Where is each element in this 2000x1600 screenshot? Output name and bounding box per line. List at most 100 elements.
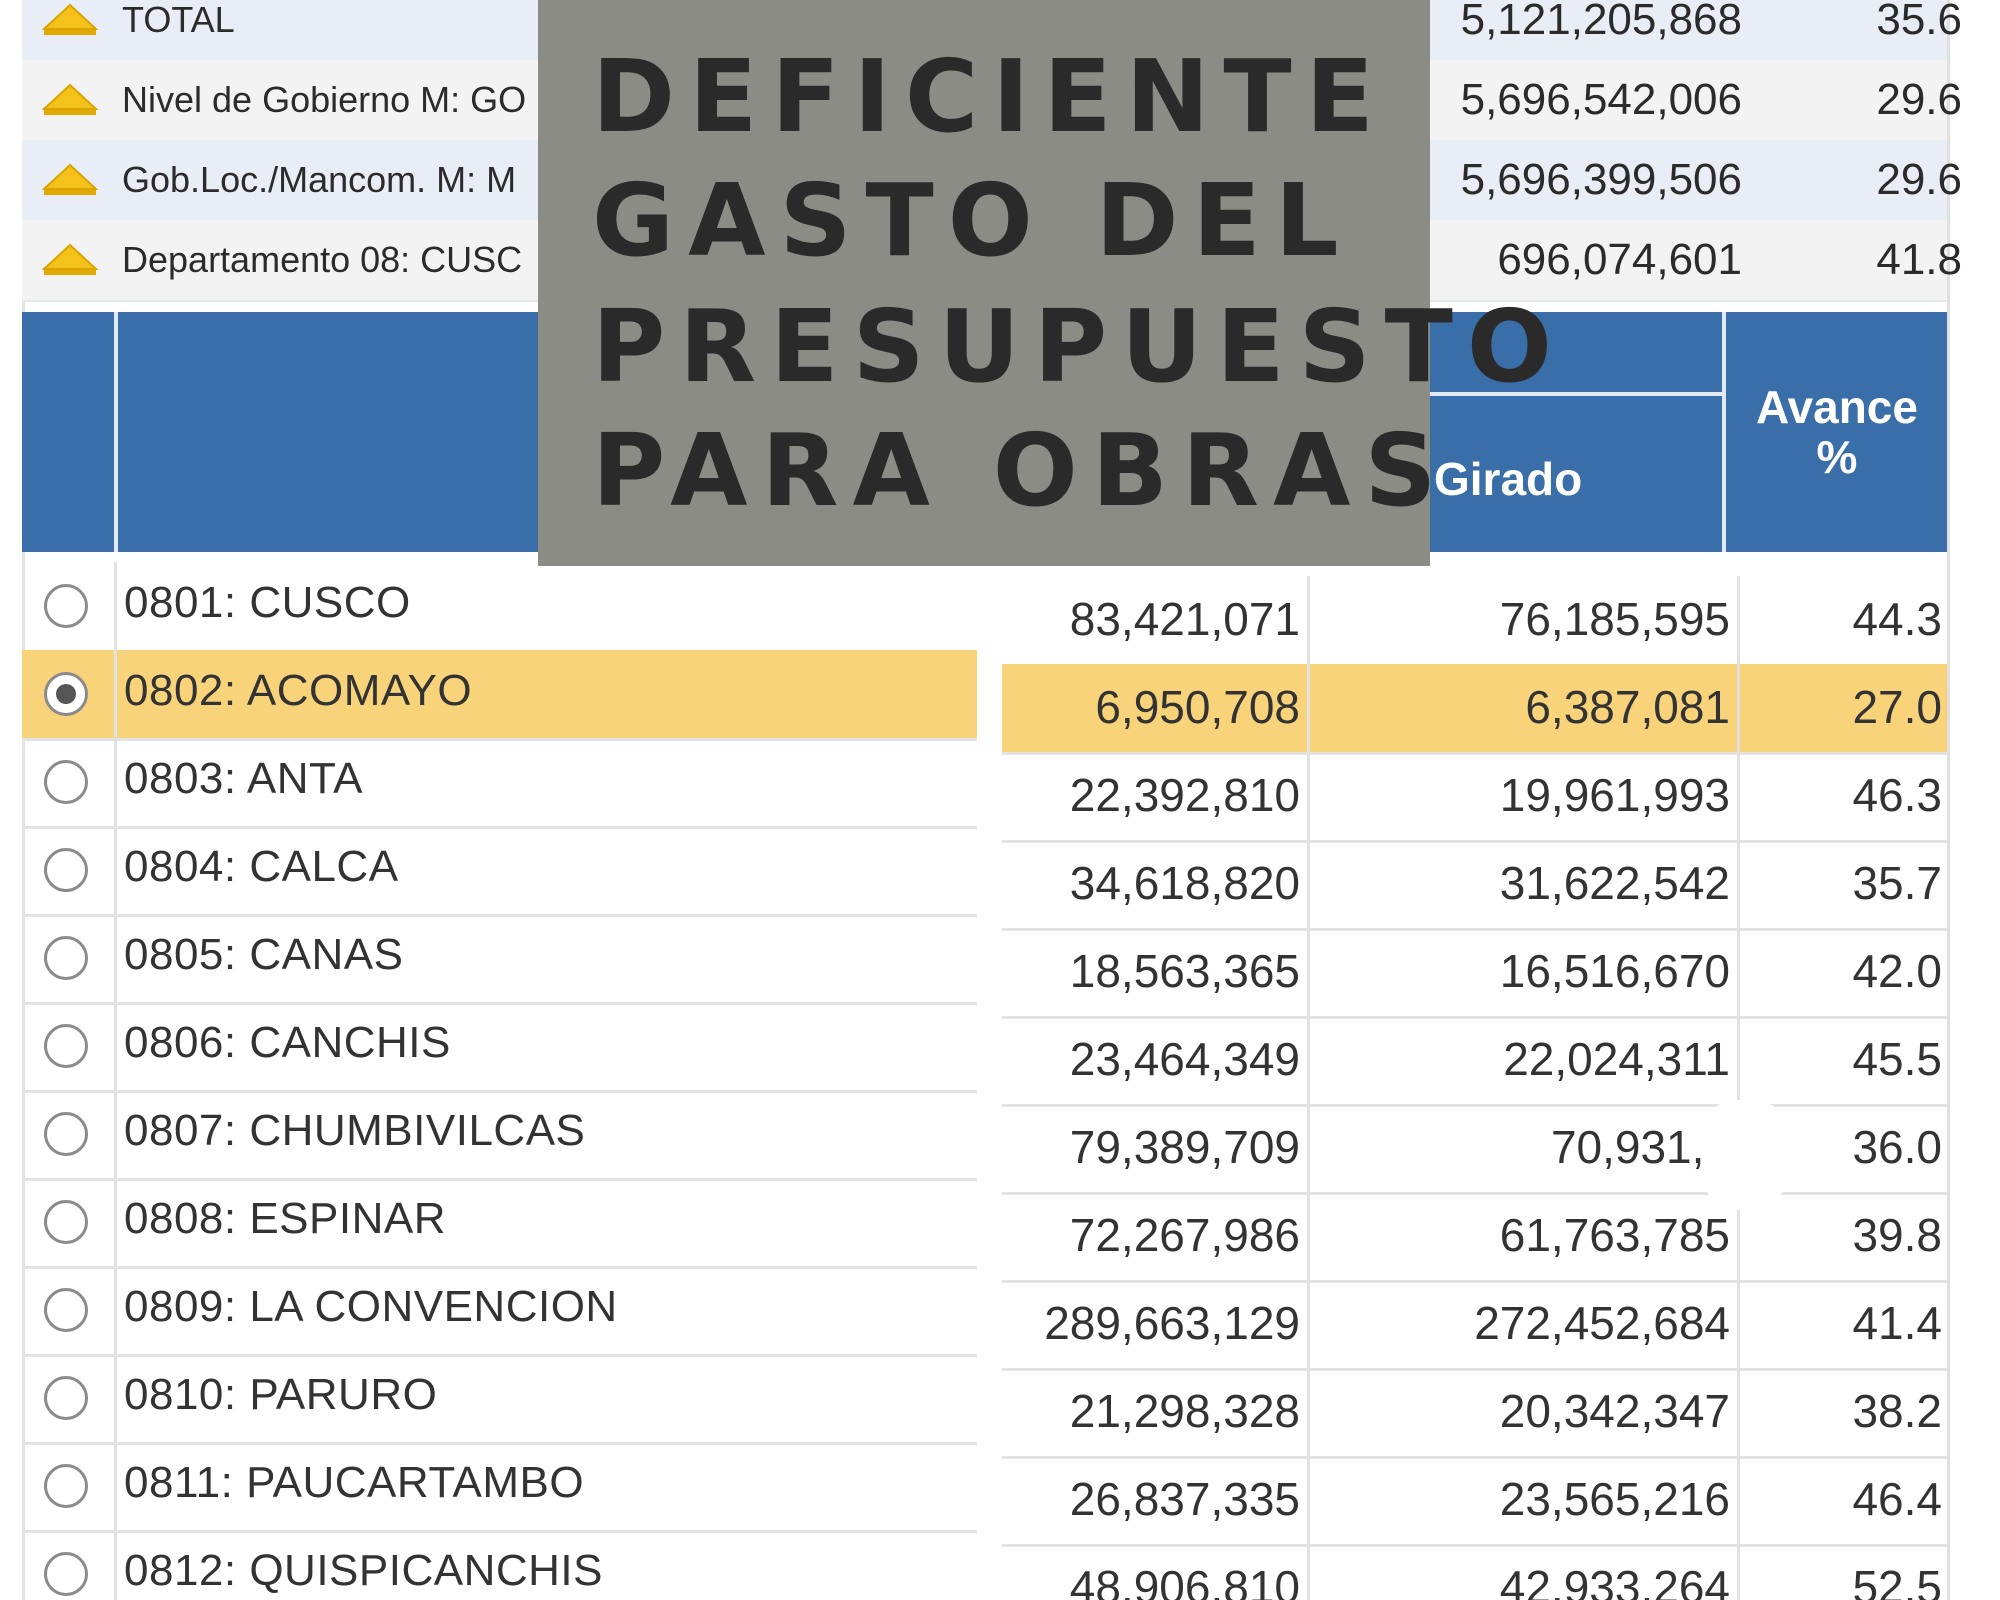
headline-line: GASTO DEL [592, 162, 1353, 279]
value-avance: 45.5 [1852, 1033, 1942, 1085]
row-name-cell[interactable]: 0808: ESPINAR [22, 1178, 977, 1269]
column-header-girado[interactable]: Girado [1434, 453, 1583, 505]
table-row[interactable]: 0808: ESPINAR 72,267,986 61,763,785 39.8 [22, 1178, 1947, 1283]
row-divider [1307, 1368, 1310, 1456]
headline-line: DEFICIENTE [592, 38, 1388, 155]
summary-value: 696,074,601 [1497, 235, 1742, 284]
summary-percent: 29.6 [1876, 75, 1962, 124]
province-name: 0812: QUISPICANCHIS [124, 1546, 603, 1595]
table-row[interactable]: 0810: PARURO 21,298,328 20,342,347 38.2 [22, 1354, 1947, 1459]
triangle-up-icon[interactable] [42, 240, 98, 280]
row-divider [1737, 1016, 1740, 1104]
value-avance: 46.3 [1852, 769, 1942, 821]
row-divider [1737, 840, 1740, 928]
table-row[interactable]: 0801: CUSCO 83,421,071 76,185,595 44.3 [22, 562, 1947, 667]
value-pim: 34,618,820 [1069, 857, 1300, 909]
province-name: 0802: ACOMAYO [124, 666, 473, 715]
row-divider [114, 1530, 117, 1600]
row-divider [1737, 1192, 1740, 1280]
province-name: 0805: CANAS [124, 930, 404, 979]
value-pim: 18,563,365 [1069, 945, 1300, 997]
table-row[interactable]: 0811: PAUCARTAMBO 26,837,335 23,565,216 … [22, 1442, 1947, 1547]
row-radio[interactable] [44, 1024, 88, 1068]
table-row[interactable]: 0812: QUISPICANCHIS 48,906,810 42,933,26… [22, 1530, 1947, 1600]
row-divider [114, 738, 117, 826]
value-girado: 23,565,216 [1499, 1473, 1730, 1525]
row-divider [1307, 752, 1310, 840]
row-radio[interactable] [44, 584, 88, 628]
value-avance: 44.3 [1852, 593, 1942, 645]
row-name-cell[interactable]: 0804: CALCA [22, 826, 977, 917]
row-name-cell[interactable]: 0807: CHUMBIVILCAS [22, 1090, 977, 1181]
image-blemish [1705, 1100, 1785, 1210]
table-row[interactable]: 0804: CALCA 34,618,820 31,622,542 35.7 [22, 826, 1947, 931]
row-name-cell[interactable]: 0811: PAUCARTAMBO [22, 1442, 977, 1533]
row-radio[interactable] [44, 1112, 88, 1156]
table-row[interactable]: 0809: LA CONVENCION 289,663,129 272,452,… [22, 1266, 1947, 1371]
row-radio[interactable] [44, 1288, 88, 1332]
row-name-cell[interactable]: 0803: ANTA [22, 738, 977, 829]
table-row[interactable]: 0803: ANTA 22,392,810 19,961,993 46.3 [22, 738, 1947, 843]
row-divider [114, 1442, 117, 1530]
row-divider [1307, 1544, 1310, 1600]
table-row[interactable]: 0806: CANCHIS 23,464,349 22,024,311 45.5 [22, 1002, 1947, 1107]
row-divider [1307, 928, 1310, 1016]
row-name-cell[interactable]: 0812: QUISPICANCHIS [22, 1530, 977, 1600]
table-row[interactable]: 0807: CHUMBIVILCAS 79,389,709 70,931,7 3… [22, 1090, 1947, 1195]
province-name: 0810: PARURO [124, 1370, 438, 1419]
triangle-up-icon[interactable] [42, 0, 98, 40]
row-name-cell[interactable]: 0801: CUSCO [22, 562, 977, 653]
row-divider [114, 650, 117, 738]
table-row[interactable]: 0805: CANAS 18,563,365 16,516,670 42.0 [22, 914, 1947, 1019]
value-pim: 83,421,071 [1069, 593, 1300, 645]
value-pim: 22,392,810 [1069, 769, 1300, 821]
triangle-up-icon[interactable] [42, 160, 98, 200]
value-girado: 76,185,595 [1499, 593, 1730, 645]
row-name-cell[interactable]: 0810: PARURO [22, 1354, 977, 1445]
summary-value: 5,696,399,506 [1460, 155, 1742, 204]
row-radio[interactable] [44, 1464, 88, 1508]
row-name-cell[interactable]: 0809: LA CONVENCION [22, 1266, 977, 1357]
row-divider [1737, 1368, 1740, 1456]
row-divider [1307, 1192, 1310, 1280]
row-divider [1307, 1016, 1310, 1104]
row-divider [1737, 928, 1740, 1016]
row-name-cell[interactable]: 0802: ACOMAYO [22, 650, 977, 741]
row-divider [1737, 1456, 1740, 1544]
row-divider [1737, 576, 1740, 664]
value-pim: 21,298,328 [1069, 1385, 1300, 1437]
value-girado: 19,961,993 [1499, 769, 1730, 821]
row-radio[interactable] [44, 1200, 88, 1244]
row-values-cell: 23,464,349 22,024,311 45.5 [1002, 1016, 1947, 1107]
value-avance: 35.7 [1852, 857, 1942, 909]
row-radio-selected[interactable] [44, 672, 88, 716]
row-divider [1307, 664, 1310, 752]
province-name: 0801: CUSCO [124, 578, 411, 627]
province-name: 0803: ANTA [124, 754, 363, 803]
value-girado: 22,024,311 [1503, 1033, 1730, 1085]
province-name: 0804: CALCA [124, 842, 399, 891]
row-radio[interactable] [44, 1376, 88, 1420]
row-radio[interactable] [44, 760, 88, 804]
summary-label: Departamento 08: CUSC [122, 239, 523, 280]
summary-value: 5,121,205,868 [1460, 0, 1742, 44]
column-header-avance[interactable]: Avance [1756, 381, 1918, 433]
row-name-cell[interactable]: 0805: CANAS [22, 914, 977, 1005]
summary-row-gob-loc[interactable]: Gob.Loc./Mancom. M: M 5,696,399,506 29.6 [22, 140, 1962, 222]
province-name: 0807: CHUMBIVILCAS [124, 1106, 586, 1155]
row-divider [114, 826, 117, 914]
row-radio[interactable] [44, 848, 88, 892]
row-radio[interactable] [44, 936, 88, 980]
row-divider [1307, 840, 1310, 928]
row-divider [114, 1178, 117, 1266]
value-girado: 272,452,684 [1474, 1297, 1730, 1349]
row-name-cell[interactable]: 0806: CANCHIS [22, 1002, 977, 1093]
value-avance: 36.0 [1852, 1121, 1942, 1173]
row-radio[interactable] [44, 1552, 88, 1596]
value-avance: 39.8 [1852, 1209, 1942, 1261]
triangle-up-icon[interactable] [42, 80, 98, 120]
table-row-selected[interactable]: 0802: ACOMAYO 6,950,708 6,387,081 27.0 [22, 650, 1947, 755]
row-divider [1737, 1280, 1740, 1368]
value-pim: 289,663,129 [1044, 1297, 1300, 1349]
